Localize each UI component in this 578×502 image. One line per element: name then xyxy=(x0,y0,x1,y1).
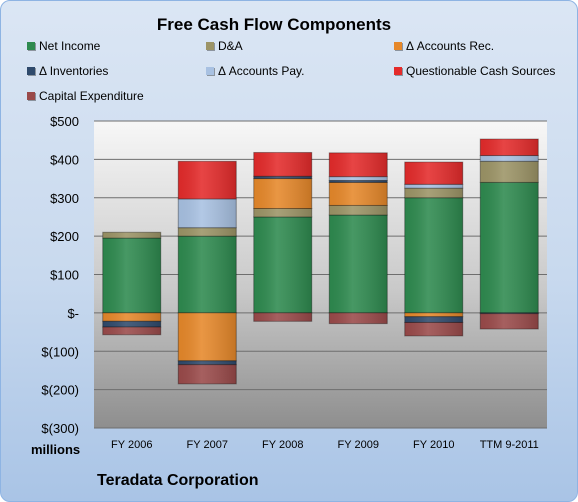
legend-label: Net Income xyxy=(39,39,101,53)
bar-segment-shade xyxy=(102,327,161,335)
legend-label: Δ Accounts Pay. xyxy=(218,64,305,78)
bar-segment-shade xyxy=(329,180,388,183)
bar-segment-shade xyxy=(253,312,312,322)
x-tick-label: FY 2007 xyxy=(187,439,228,451)
bar-segment-shade xyxy=(480,139,539,156)
legend-item: D&A xyxy=(206,39,243,53)
legend-label: Questionable Cash Sources xyxy=(406,64,556,78)
bar-segment-shade xyxy=(404,162,463,185)
y-tick-label: $100 xyxy=(50,268,79,283)
bar-segment-shade xyxy=(329,182,388,206)
legend-swatch xyxy=(27,42,35,50)
bar-segment-shade xyxy=(102,232,161,239)
legend-label: Δ Accounts Rec. xyxy=(406,39,495,53)
legend-swatch xyxy=(27,92,35,100)
x-tick-label: FY 2010 xyxy=(413,439,454,451)
bar-segment-shade xyxy=(329,152,388,177)
bar-segment-shade xyxy=(404,312,463,317)
x-tick-label: TTM 9-2011 xyxy=(480,439,539,451)
bar-segment-shade xyxy=(404,322,463,336)
bar-segment-shade xyxy=(178,360,237,365)
bar-segment-shade xyxy=(480,182,539,313)
legend-swatch xyxy=(206,67,214,75)
units-label: millions xyxy=(31,442,81,457)
x-tick-label: FY 2009 xyxy=(338,439,379,451)
bar-segment-shade xyxy=(404,188,463,198)
y-tick-label: $(300) xyxy=(41,421,79,436)
legend-item: Net Income xyxy=(27,39,100,53)
bar-segment-shade xyxy=(329,312,388,324)
bar-segment-shade xyxy=(480,312,539,314)
bar-segment-shade xyxy=(329,215,388,313)
legend-item: Δ Accounts Rec. xyxy=(394,39,494,53)
y-tick-label: $(100) xyxy=(41,344,79,359)
x-tick-label: FY 2008 xyxy=(262,439,303,451)
bar-segment-shade xyxy=(253,176,312,179)
bar-segment-shade xyxy=(404,197,463,313)
legend-label: Capital Expenditure xyxy=(39,89,144,103)
y-tick-label: $- xyxy=(67,306,79,321)
legend-swatch xyxy=(394,67,402,75)
bar-segment-shade xyxy=(178,198,237,228)
legend-item: Capital Expenditure xyxy=(27,89,144,103)
bar-segment-shade xyxy=(178,364,237,384)
y-tick-label: $300 xyxy=(50,191,79,206)
chart-title: Free Cash Flow Components xyxy=(156,15,392,34)
legend-item: Questionable Cash Sources xyxy=(394,64,555,78)
bar-segment-shade xyxy=(178,227,237,237)
legend-label: D&A xyxy=(218,39,243,53)
legend-swatch xyxy=(206,42,214,50)
bar-segment-shade xyxy=(178,161,237,199)
bar-segment-shade xyxy=(253,208,312,217)
bar-segment-shade xyxy=(329,205,388,216)
legend-swatch xyxy=(27,67,35,75)
bar-segment-shade xyxy=(102,238,161,313)
bar-segment-shade xyxy=(404,316,463,323)
bar-segment-shade xyxy=(329,176,388,181)
legend-swatch xyxy=(394,42,402,50)
x-tick-label: FY 2006 xyxy=(111,439,152,451)
legend-item: Δ Accounts Pay. xyxy=(206,64,305,78)
bar-segment-shade xyxy=(178,312,237,361)
y-tick-label: $(200) xyxy=(41,383,79,398)
bar-segment-shade xyxy=(253,216,312,313)
legend-label: Δ Inventories xyxy=(39,64,109,78)
bar-segment-shade xyxy=(253,178,312,209)
bar-segment-shade xyxy=(253,152,312,177)
bar-segment-shade xyxy=(404,184,463,189)
bar-segment-shade xyxy=(102,312,161,322)
bar-segment-shade xyxy=(480,313,539,329)
legend-item: Δ Inventories xyxy=(27,64,108,78)
bar-segment-shade xyxy=(102,321,161,328)
y-tick-label: $200 xyxy=(50,229,79,244)
bar-segment-shade xyxy=(480,155,539,162)
y-tick-label: $500 xyxy=(50,114,79,129)
bar-segment-shade xyxy=(178,236,237,313)
company-label: Teradata Corporation xyxy=(97,472,259,489)
y-tick-label: $400 xyxy=(50,152,79,167)
bar-segment-shade xyxy=(480,161,539,183)
